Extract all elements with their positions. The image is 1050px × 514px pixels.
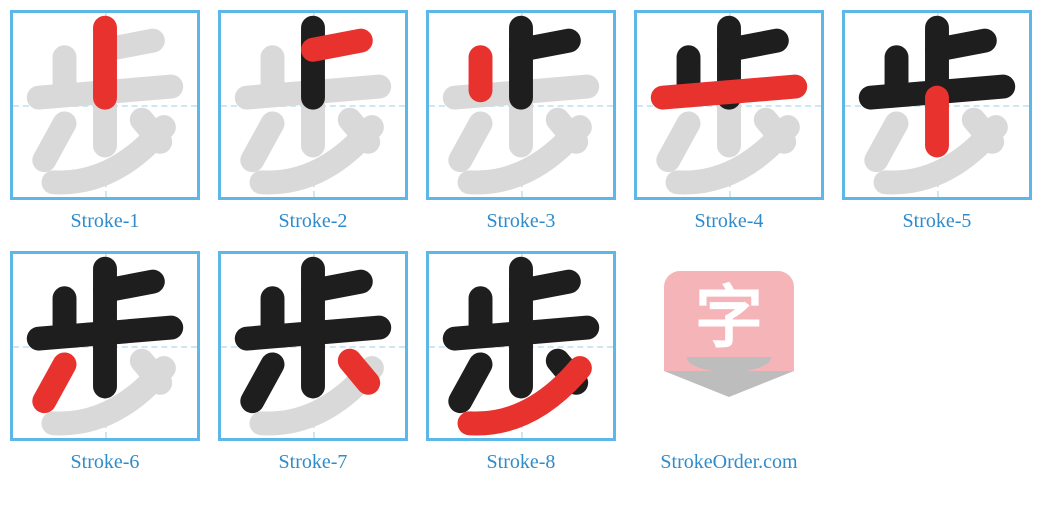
stroke-2: [937, 41, 985, 50]
logo-cell: 字 StrokeOrder.com: [634, 251, 824, 474]
stroke-2: [105, 282, 153, 291]
stroke-cell-4: Stroke-4: [634, 10, 824, 233]
stroke-4: [663, 87, 795, 98]
stroke-box: [10, 10, 200, 200]
stroke-label: Stroke-4: [695, 210, 764, 233]
character-glyph: [13, 254, 197, 438]
stroke-cell-8: Stroke-8: [426, 251, 616, 474]
character-glyph: [429, 13, 613, 197]
character-glyph: [845, 13, 1029, 197]
logo-background: 字: [664, 271, 794, 371]
stroke-box: [10, 251, 200, 441]
stroke-6: [252, 123, 272, 160]
stroke-label: Stroke-3: [487, 210, 556, 233]
stroke-7: [350, 361, 368, 383]
stroke-box: [218, 251, 408, 441]
stroke-cell-6: Stroke-6: [10, 251, 200, 474]
stroke-2: [521, 41, 569, 50]
stroke-cell-2: Stroke-2: [218, 10, 408, 233]
character-glyph: [637, 13, 821, 197]
stroke-2: [729, 41, 777, 50]
logo-box: 字: [634, 251, 824, 441]
stroke-box: [426, 10, 616, 200]
stroke-6: [252, 364, 272, 401]
stroke-label: Stroke-6: [71, 451, 140, 474]
stroke-6: [460, 123, 480, 160]
stroke-label: Stroke-2: [279, 210, 348, 233]
stroke-6: [44, 364, 64, 401]
stroke-label: Stroke-8: [487, 451, 556, 474]
stroke-cell-1: Stroke-1: [10, 10, 200, 233]
stroke-cell-5: Stroke-5: [842, 10, 1032, 233]
stroke-6: [460, 364, 480, 401]
character-glyph: [221, 13, 405, 197]
character-glyph: [429, 254, 613, 438]
stroke-order-grid: Stroke-1 Stroke-2 Stroke-3 Stroke-4 Stroke-5…: [10, 10, 1040, 474]
stroke-label: Stroke-1: [71, 210, 140, 233]
logo-character: 字: [695, 284, 763, 352]
stroke-2: [313, 282, 361, 291]
pencil-tip-icon: [664, 371, 794, 397]
character-glyph: [13, 13, 197, 197]
stroke-box: [218, 10, 408, 200]
stroke-6: [668, 123, 688, 160]
stroke-cell-3: Stroke-3: [426, 10, 616, 233]
stroke-label: Stroke-5: [903, 210, 972, 233]
stroke-cell-7: Stroke-7: [218, 251, 408, 474]
stroke-6: [44, 123, 64, 160]
stroke-box: [634, 10, 824, 200]
site-logo: 字: [664, 271, 794, 421]
character-glyph: [221, 254, 405, 438]
stroke-box: [842, 10, 1032, 200]
stroke-box: [426, 251, 616, 441]
stroke-2: [521, 282, 569, 291]
stroke-2: [313, 41, 361, 50]
stroke-label: Stroke-7: [279, 451, 348, 474]
site-link[interactable]: StrokeOrder.com: [660, 451, 797, 474]
stroke-6: [876, 123, 896, 160]
